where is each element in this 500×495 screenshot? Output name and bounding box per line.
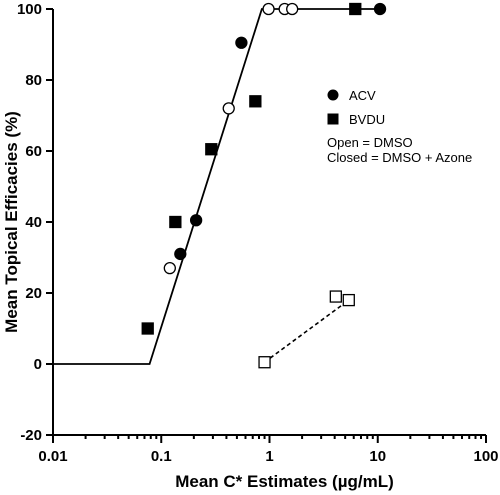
x-tick-label: 0.01 xyxy=(38,448,67,465)
connector-layer xyxy=(264,299,350,363)
acv-closed-point xyxy=(373,2,387,16)
bvdu-open-point xyxy=(329,290,342,303)
acv-open-point xyxy=(262,2,275,16)
y-tick-label: -20 xyxy=(20,427,42,444)
axes xyxy=(52,9,486,436)
bvdu-open-point xyxy=(258,356,271,369)
legend-bvdu-label: BVDU xyxy=(349,112,385,127)
acv-open-point xyxy=(163,261,176,275)
points-layer xyxy=(141,2,387,369)
acv-closed-point xyxy=(174,247,187,261)
bvdu-closed-point xyxy=(349,2,362,16)
acv-open-point xyxy=(286,2,299,16)
fit-line xyxy=(53,8,378,365)
y-axis-ticks: -20 0 20 40 60 80 100 xyxy=(17,1,53,444)
x-tick-label: 10 xyxy=(369,448,386,465)
x-axis-ticks: 0.01 0.1 1 10 100 xyxy=(38,435,499,465)
acv-open-point xyxy=(222,102,235,115)
bvdu-closed-point xyxy=(249,95,262,108)
legend-bvdu-marker xyxy=(327,113,339,125)
y-tick-label: 20 xyxy=(25,285,42,302)
legend-note-open: Open = DMSO xyxy=(327,135,413,150)
bvdu-closed-point xyxy=(205,143,218,156)
legend-note-closed: Closed = DMSO + Azone xyxy=(327,150,472,165)
x-tick-label: 1 xyxy=(265,448,273,465)
legend: ACV BVDU Open = DMSO Closed = DMSO + Azo… xyxy=(327,88,472,165)
x-tick-label: 100 xyxy=(473,448,498,465)
y-tick-label: 60 xyxy=(25,143,42,160)
x-axis-title: Mean C* Estimates (µg/mL) xyxy=(175,472,394,491)
fit-line-layer xyxy=(53,8,378,365)
y-axis-title: Mean Topical Efficacies (%) xyxy=(2,111,21,333)
y-tick-label: 100 xyxy=(17,1,42,18)
acv-closed-point xyxy=(189,214,203,227)
bvdu-closed-point xyxy=(141,322,154,335)
y-tick-label: 80 xyxy=(25,72,42,89)
acv-closed-point xyxy=(235,36,248,49)
x-tick-label: 0.1 xyxy=(151,448,172,465)
legend-acv-marker xyxy=(327,89,339,101)
bvdu-closed-point xyxy=(169,215,182,229)
dashed-connector-line xyxy=(264,299,350,363)
y-tick-label: 0 xyxy=(34,356,42,373)
legend-acv-label: ACV xyxy=(349,88,376,103)
y-tick-label: 40 xyxy=(25,214,42,231)
bvdu-open-point xyxy=(342,293,355,307)
